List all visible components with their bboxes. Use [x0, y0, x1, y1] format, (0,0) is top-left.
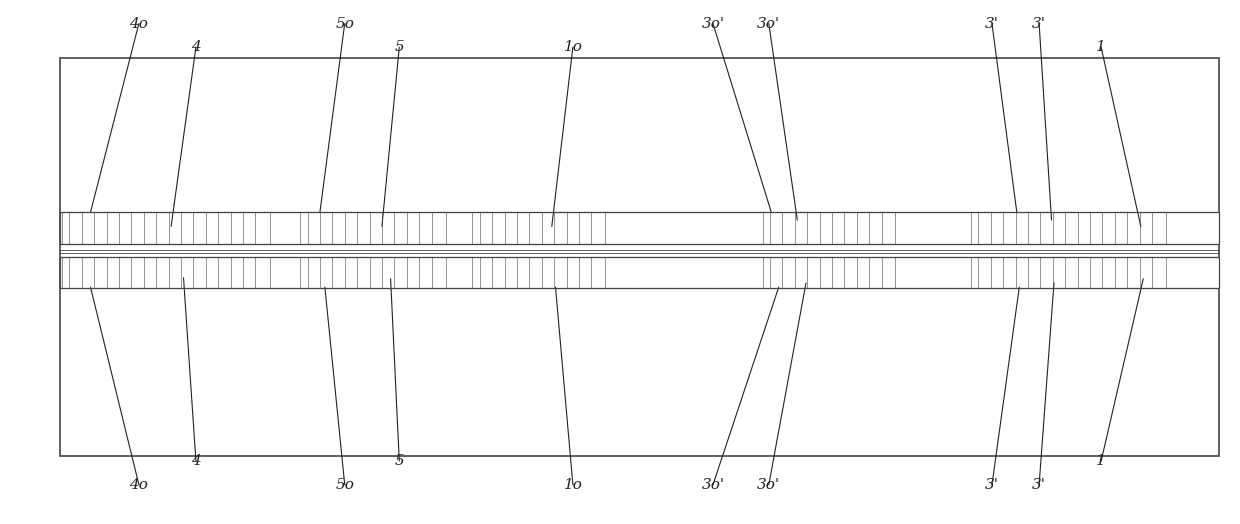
Text: 4: 4 — [191, 40, 201, 54]
Text: 1: 1 — [1096, 454, 1106, 468]
Text: 3': 3' — [985, 478, 999, 492]
Text: 1: 1 — [1096, 40, 1106, 54]
Text: 3o': 3o' — [758, 17, 780, 30]
Text: 3o': 3o' — [702, 17, 724, 30]
Text: 4: 4 — [191, 454, 201, 468]
Text: 1o: 1o — [563, 478, 583, 492]
Text: 3': 3' — [985, 17, 999, 30]
Text: 3': 3' — [1032, 478, 1047, 492]
Text: 5: 5 — [394, 40, 404, 54]
Bar — [60, 212, 1219, 244]
Text: 3o': 3o' — [758, 478, 780, 492]
Text: 1o: 1o — [563, 40, 583, 54]
Text: 3': 3' — [1032, 17, 1047, 30]
Text: 5o: 5o — [335, 17, 355, 30]
Text: 4o: 4o — [129, 17, 149, 30]
Text: 5: 5 — [394, 454, 404, 468]
Bar — [60, 257, 1219, 288]
Text: 4o: 4o — [129, 478, 149, 492]
Bar — [60, 58, 1219, 456]
Text: 3o': 3o' — [702, 478, 724, 492]
Text: 5o: 5o — [335, 478, 355, 492]
